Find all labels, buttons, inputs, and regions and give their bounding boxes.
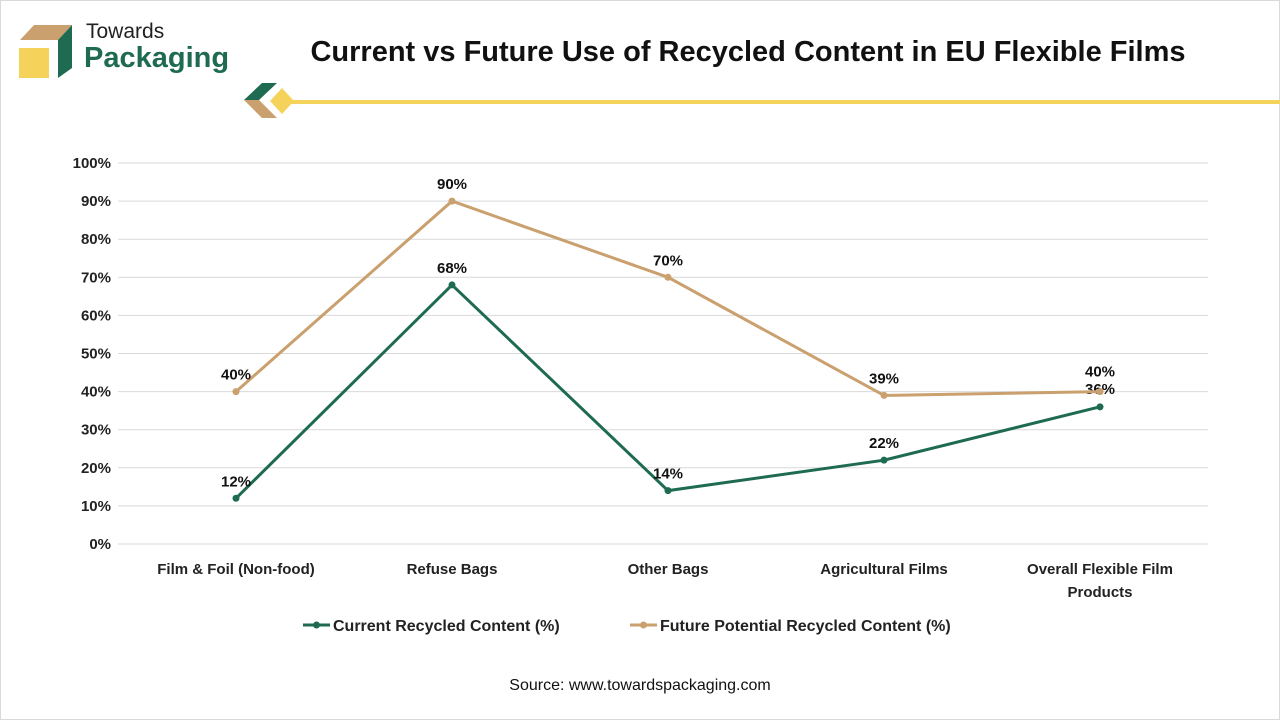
y-tick-label: 70% [81,269,111,286]
y-tick-label: 100% [73,155,111,172]
logo-text-packaging: Packaging [84,42,230,74]
data-point [664,487,672,495]
x-tick-label: Refuse Bags [407,561,498,578]
data-label: 22% [869,435,899,452]
y-tick-label: 20% [81,460,111,477]
data-label: 40% [221,367,251,384]
logo-box-top [20,25,72,40]
chart-title: Current vs Future Use of Recycled Conten… [310,36,1186,68]
y-tick-label: 80% [81,231,111,248]
x-tick-label: Overall Flexible Film [1027,561,1173,578]
data-point [448,281,456,289]
divider-line [290,100,1280,104]
legend-marker [313,621,320,629]
y-tick-label: 40% [81,384,111,401]
data-point [880,391,888,399]
legend-marker [640,621,647,629]
data-point [1096,403,1104,411]
data-label: 70% [653,252,683,269]
data-label: 14% [653,466,683,483]
data-point [232,388,240,396]
x-tick-label: Products [1067,584,1132,601]
logo-text-towards: Towards [86,20,165,43]
source-note: Source: www.towardspackaging.com [509,677,771,694]
data-point [664,273,672,281]
data-point [880,456,888,464]
divider-chevron-tan [244,100,277,118]
logo-box-front [19,48,49,78]
y-tick-label: 50% [81,346,111,363]
legend-label: Future Potential Recycled Content (%) [660,618,951,635]
y-tick-label: 0% [89,536,111,553]
data-point [232,494,240,502]
x-tick-label: Film & Foil (Non-food) [157,561,314,578]
y-tick-label: 10% [81,498,111,515]
divider-diamond [270,88,294,114]
divider-chevron-green [244,83,277,100]
data-label: 12% [221,473,251,490]
logo-box-side [58,25,72,78]
data-point [448,197,456,205]
x-tick-label: Other Bags [628,561,709,578]
data-label: 39% [869,370,899,387]
y-tick-label: 30% [81,422,111,439]
data-label: 90% [437,176,467,193]
data-label: 40% [1085,364,1115,381]
series-line [235,199,1101,397]
data-point [1096,388,1104,396]
x-tick-label: Agricultural Films [820,561,948,578]
legend-label: Current Recycled Content (%) [333,618,560,635]
data-label: 68% [437,260,467,277]
y-tick-label: 90% [81,193,111,210]
y-tick-label: 60% [81,307,111,324]
